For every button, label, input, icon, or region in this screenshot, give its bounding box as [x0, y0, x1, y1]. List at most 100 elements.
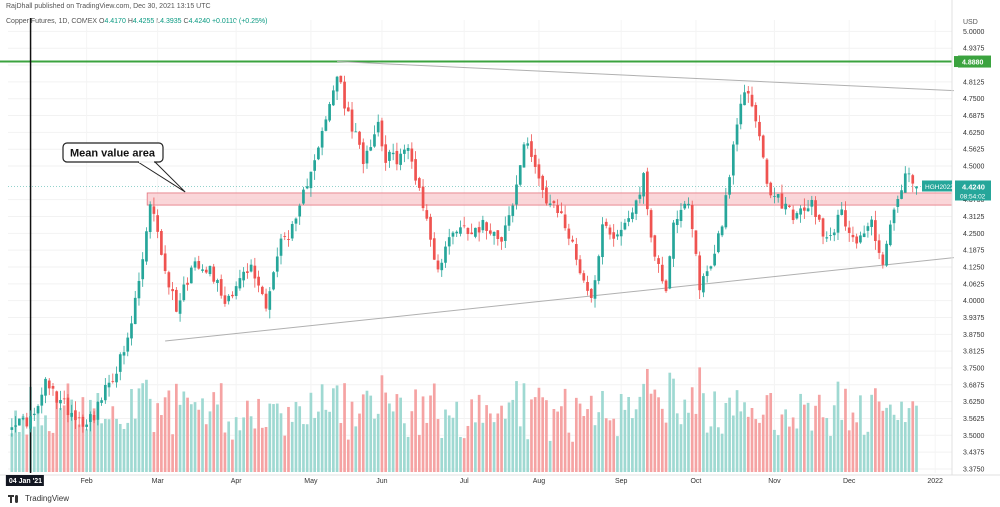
volume-bar — [118, 423, 122, 472]
candle-body — [298, 205, 302, 217]
candle-body — [870, 219, 873, 227]
candle-body — [900, 190, 903, 199]
volume-bar — [197, 409, 201, 472]
candle-body — [302, 189, 305, 204]
volume-bar — [264, 427, 268, 472]
candle-body — [488, 230, 492, 234]
volume-bar — [216, 404, 219, 472]
volume-bar — [331, 388, 335, 472]
volume-bar — [189, 404, 193, 472]
volume-bar — [141, 383, 145, 472]
annotation-pointer — [137, 161, 186, 193]
candle-body — [197, 261, 201, 269]
mean-value-zone[interactable] — [146, 192, 953, 206]
candle-body — [212, 266, 216, 282]
volume-bar — [417, 434, 421, 472]
candle-body — [354, 131, 358, 133]
candle-body — [642, 173, 645, 197]
volume-bar — [17, 432, 21, 472]
price-axis[interactable]: USD5.00004.93754.87504.81254.75004.68754… — [922, 0, 991, 475]
candle-body — [911, 175, 915, 184]
volume-bar — [896, 419, 900, 472]
volume-bar — [593, 425, 597, 472]
candle-body — [451, 232, 455, 237]
candle-body — [511, 205, 515, 216]
publish-attribution: RajDhall published on TradingView.com, D… — [6, 3, 211, 10]
volume-bar — [571, 441, 574, 472]
volume-bar — [96, 393, 100, 472]
volume-bar — [530, 399, 533, 472]
volume-bar — [518, 426, 522, 472]
drawn-lines[interactable] — [0, 18, 954, 473]
candle-body — [530, 141, 533, 157]
volume-bar — [122, 428, 126, 472]
volume-bar — [283, 435, 287, 472]
candle-body — [836, 214, 840, 233]
candle-body — [645, 171, 649, 210]
candle-body — [522, 144, 526, 168]
volume-bar — [668, 372, 672, 472]
volume-bar — [597, 412, 601, 472]
volume-bar — [511, 399, 515, 472]
volume-bar — [560, 406, 563, 472]
candle-body — [275, 256, 279, 272]
volume-bar — [343, 383, 346, 472]
volume-bar — [638, 396, 642, 472]
candle-body — [373, 134, 376, 147]
volume-bar — [492, 422, 496, 472]
candle-body — [432, 238, 436, 260]
volume-bar — [556, 411, 559, 472]
volume-bar — [309, 392, 313, 472]
trendline-lower — [165, 257, 954, 342]
candle-body — [810, 199, 814, 207]
price-tick-label: 4.1875 — [963, 248, 985, 255]
candle-body — [309, 171, 313, 189]
candle-body — [160, 231, 163, 255]
candle-body — [145, 231, 148, 262]
candle-body — [717, 233, 720, 253]
candle-body — [290, 223, 294, 239]
candle-body — [840, 209, 844, 215]
annotations[interactable]: Mean value area — [62, 142, 186, 193]
volume-bar — [313, 417, 317, 472]
candle-body — [462, 225, 466, 227]
volume-bar — [788, 426, 791, 472]
tradingview-logo[interactable]: TradingView — [8, 494, 69, 503]
candle-body — [320, 130, 324, 148]
resistance-price-tag — [958, 55, 991, 68]
volume-bar — [436, 419, 440, 472]
volume-bar — [92, 408, 96, 472]
candle-body — [574, 244, 578, 260]
candle-body — [137, 280, 141, 299]
volume-bar — [223, 432, 227, 472]
candle-body — [421, 186, 425, 209]
volume-bar — [260, 427, 264, 472]
volume-bar — [545, 400, 548, 472]
volume-bar — [840, 419, 844, 472]
candle-body — [589, 288, 593, 299]
time-tick-label: Oct — [690, 478, 701, 485]
candle-body — [660, 264, 664, 282]
volume-bar — [619, 394, 623, 472]
volume-bar — [163, 397, 167, 472]
volume-bar — [406, 436, 410, 472]
candle-body — [788, 205, 791, 207]
volume-bar — [133, 418, 137, 472]
candle-body — [343, 81, 346, 109]
volume-bar — [866, 431, 870, 472]
candle-body — [586, 281, 589, 291]
time-axis[interactable]: 04 Jan '21 Feb Mar Apr May Jun Jul Aug Sep Oct Nov… — [0, 474, 1000, 486]
volume-bar — [690, 387, 694, 472]
candle-body — [406, 147, 410, 151]
volume-bar — [500, 405, 503, 472]
candle-body — [130, 323, 133, 339]
price-tick-label: 3.5625 — [963, 416, 985, 423]
volume-bar — [346, 439, 350, 472]
volume-bar — [847, 430, 851, 472]
candle-body — [851, 234, 855, 238]
candle-body — [608, 227, 612, 235]
volume-bar — [851, 412, 855, 472]
volume-bar — [713, 391, 716, 472]
volume-bar — [859, 395, 862, 472]
